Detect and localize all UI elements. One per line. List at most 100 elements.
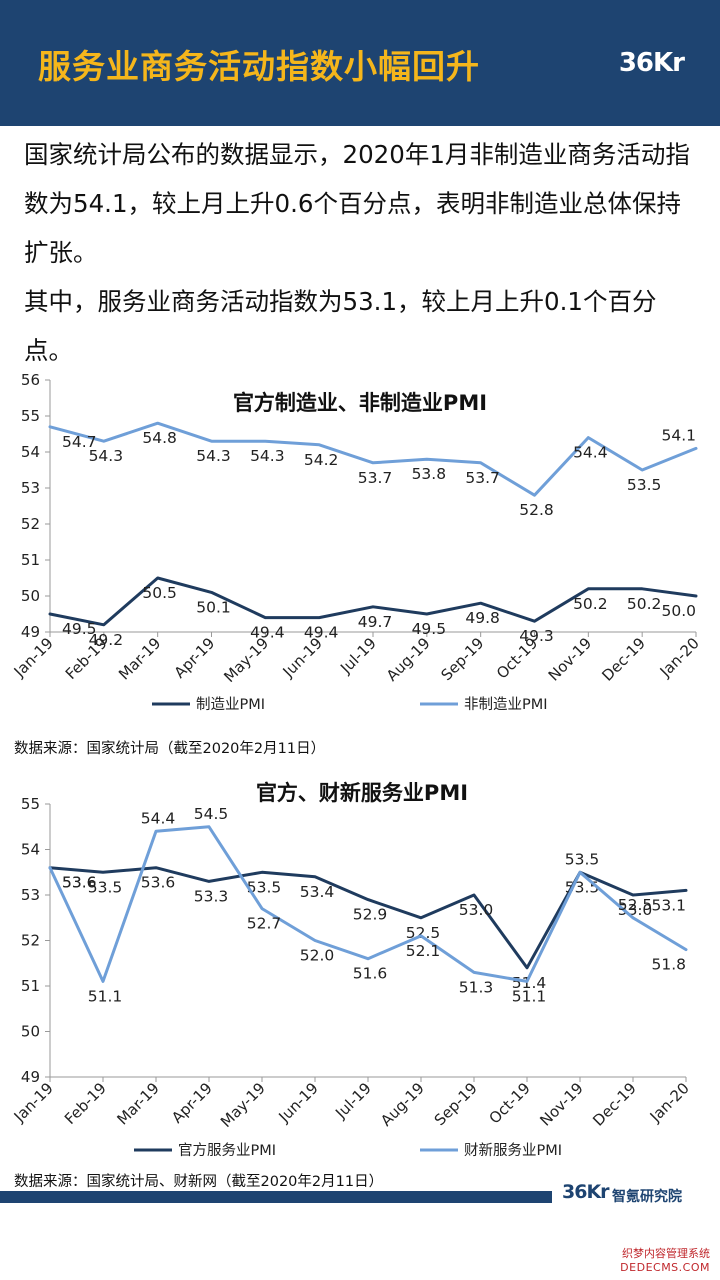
data-label-1: 53.7	[358, 469, 393, 487]
x-tick-label: Sep-19	[431, 1079, 481, 1129]
x-tick-label: May-19	[217, 1079, 269, 1131]
x-tick-label: Aug-19	[383, 634, 434, 685]
y-tick-label: 55	[21, 795, 40, 813]
y-tick-label: 51	[21, 977, 40, 995]
watermark-line2: DEDECMS.COM	[620, 1261, 710, 1274]
data-label-0: 53.6	[62, 874, 97, 892]
x-tick-label: Feb-19	[61, 1079, 110, 1128]
data-label-1: 51.1	[512, 987, 547, 1005]
data-label-0: 50.0	[661, 602, 696, 620]
data-label-1: 54.4	[573, 444, 608, 462]
data-label-0: 53.6	[141, 874, 176, 892]
legend-label-0: 制造业PMI	[196, 696, 265, 713]
data-label-1: 54.8	[142, 429, 177, 447]
data-label-0: 53.3	[194, 887, 229, 905]
data-label-0: 49.4	[304, 624, 339, 642]
data-label-1: 54.1	[661, 426, 696, 444]
data-label-0: 52.9	[353, 906, 388, 924]
series-line-1	[48, 825, 688, 983]
y-tick-label: 52	[21, 932, 40, 950]
chart-pmi-services: 官方、财新服务业PMI 49 50 51 52 53 54 55 Jan-19 Feb-19 Mar…	[10, 781, 693, 1159]
x-tick-label: Aug-19	[377, 1079, 428, 1130]
data-label-1: 52.0	[300, 947, 335, 965]
watermark-line1: 织梦内容管理系统	[622, 1247, 710, 1260]
data-label-1: 51.3	[459, 978, 494, 996]
y-tick-label: 50	[21, 1023, 40, 1041]
x-tick-label: May-19	[220, 634, 272, 686]
y-tick-label: 54	[21, 841, 40, 859]
x-tick-label: Apr-19	[168, 1079, 216, 1127]
x-tick-label: Dec-19	[598, 634, 649, 685]
x-tick-label: Apr-19	[171, 634, 219, 682]
footer-logo: 36Kr	[562, 1181, 610, 1203]
data-label-1: 51.1	[88, 987, 123, 1005]
data-label-0: 53.5	[88, 878, 123, 896]
series-line-1	[48, 421, 698, 497]
data-label-1: 52.8	[519, 501, 554, 519]
x-tick-label: Jan-20	[656, 634, 703, 681]
data-label-1: 54.7	[62, 433, 97, 451]
data-label-1: 54.3	[89, 447, 124, 465]
x-tick-label: Mar-19	[113, 1079, 162, 1128]
36kr-logo: 36Kr	[618, 48, 685, 78]
data-label-0: 49.2	[89, 631, 124, 649]
data-label-1: 53.6	[62, 874, 97, 892]
x-tick-label: Jul-19	[331, 1079, 375, 1123]
data-label-1: 53.5	[627, 476, 662, 494]
data-label-0: 49.4	[250, 624, 285, 642]
y-tick-label: 56	[21, 371, 40, 389]
data-label-1: 51.8	[651, 956, 686, 974]
x-tick-label: Jan-19	[10, 1079, 57, 1126]
data-label-1: 52.1	[406, 942, 441, 960]
chart-title: 官方制造业、非制造业PMI	[233, 391, 487, 415]
chart2-source: 数据来源：国家统计局、财新网（截至2020年2月11日）	[14, 1174, 384, 1190]
data-label-0: 50.5	[142, 584, 177, 602]
intro-paragraph-1: 国家统计局公布的数据显示，2020年1月非制造业商务活动指数为54.1，较上月上…	[24, 140, 690, 267]
y-tick-label: 53	[21, 479, 40, 497]
intro-text: 国家统计局公布的数据显示，2020年1月非制造业商务活动指数为54.1，较上月上…	[24, 130, 704, 375]
data-label-0: 53.5	[247, 878, 282, 896]
data-label-0: 50.2	[627, 595, 662, 613]
footer-org: 智氪研究院	[612, 1189, 682, 1205]
y-tick-label: 52	[21, 515, 40, 533]
data-label-0: 49.7	[358, 613, 393, 631]
data-label-1: 54.3	[196, 447, 231, 465]
x-tick-label: Dec-19	[589, 1079, 640, 1130]
x-tick-label: Jul-19	[336, 634, 380, 678]
chart1-source: 数据来源：国家统计局（截至2020年2月11日）	[14, 741, 326, 757]
data-label-1: 53.8	[412, 465, 447, 483]
footer-bar	[0, 1191, 552, 1203]
page-title: 服务业商务活动指数小幅回升	[38, 47, 480, 86]
data-label-0: 53.0	[618, 901, 653, 919]
data-label-1: 52.7	[247, 915, 282, 933]
data-label-1: 53.5	[565, 850, 600, 868]
intro-paragraph-2: 其中，服务业商务活动指数为53.1，较上月上升0.1个百分点。	[24, 287, 657, 365]
data-label-0: 51.4	[512, 974, 547, 992]
data-label-1: 53.7	[465, 469, 500, 487]
data-label-0: 50.1	[196, 598, 231, 616]
header-banner: 服务业商务活动指数小幅回升 36Kr	[0, 0, 720, 126]
data-label-1: 54.4	[141, 809, 176, 827]
x-tick-label: Jun-19	[274, 1079, 321, 1126]
data-label-0: 49.3	[519, 627, 554, 645]
data-label-0: 50.2	[573, 595, 608, 613]
data-label-1: 54.3	[250, 447, 285, 465]
y-tick-label: 55	[21, 407, 40, 425]
chart-title: 官方、财新服务业PMI	[256, 781, 468, 805]
y-tick-label: 50	[21, 587, 40, 605]
legend-label-0: 官方服务业PMI	[178, 1142, 276, 1159]
x-tick-label: Sep-19	[437, 634, 487, 684]
x-tick-label: Oct-19	[485, 1079, 533, 1127]
data-label-0: 53.0	[459, 901, 494, 919]
y-tick-label: 53	[21, 886, 40, 904]
y-tick-label: 51	[21, 551, 40, 569]
x-tick-label: Nov-19	[536, 1079, 586, 1129]
y-tick-label: 49	[21, 623, 40, 641]
data-label-0: 49.8	[465, 609, 500, 627]
data-label-1: 54.5	[194, 805, 229, 823]
data-label-0: 49.5	[412, 620, 447, 638]
legend-label-1: 财新服务业PMI	[464, 1142, 562, 1159]
data-label-1: 51.6	[353, 965, 388, 983]
y-tick-label: 49	[21, 1068, 40, 1086]
